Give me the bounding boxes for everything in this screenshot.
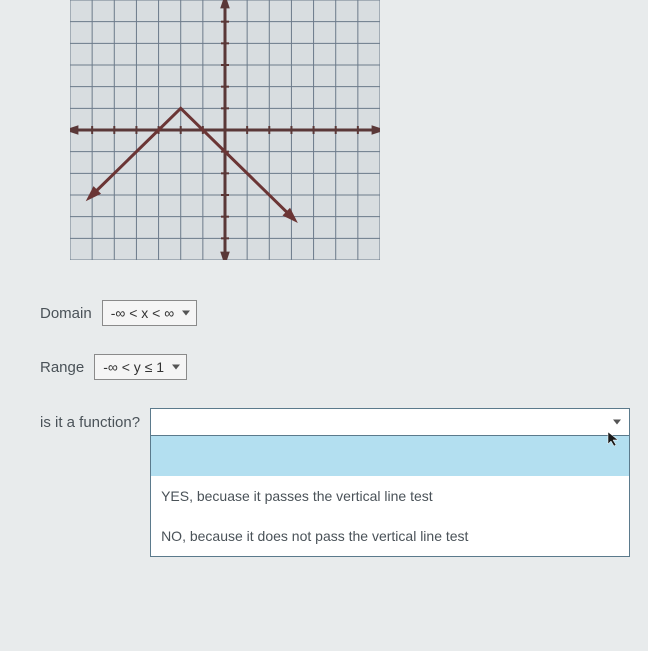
function-select[interactable] [150,408,630,436]
domain-value: -∞ < x < ∞ [111,305,175,321]
dropdown-option-no[interactable]: NO, because it does not pass the vertica… [151,516,629,556]
range-label: Range [40,359,84,376]
domain-row: Domain -∞ < x < ∞ [40,300,630,326]
form-area: Domain -∞ < x < ∞ Range -∞ < y ≤ 1 is it… [40,300,630,436]
function-dropdown-list: YES, becuase it passes the vertical line… [150,436,630,557]
function-graph [70,0,380,260]
range-value: -∞ < y ≤ 1 [103,359,164,375]
dropdown-option-blank[interactable] [151,436,629,476]
cursor-icon [606,430,624,448]
range-row: Range -∞ < y ≤ 1 [40,354,630,380]
function-dropdown-wrapper: YES, becuase it passes the vertical line… [150,408,630,436]
range-select[interactable]: -∞ < y ≤ 1 [94,354,187,380]
function-row: is it a function? YES, becuase it passes… [40,408,630,436]
dropdown-option-yes[interactable]: YES, becuase it passes the vertical line… [151,476,629,516]
function-label: is it a function? [40,408,140,431]
graph-container [70,0,380,265]
domain-label: Domain [40,305,92,322]
domain-select[interactable]: -∞ < x < ∞ [102,300,198,326]
